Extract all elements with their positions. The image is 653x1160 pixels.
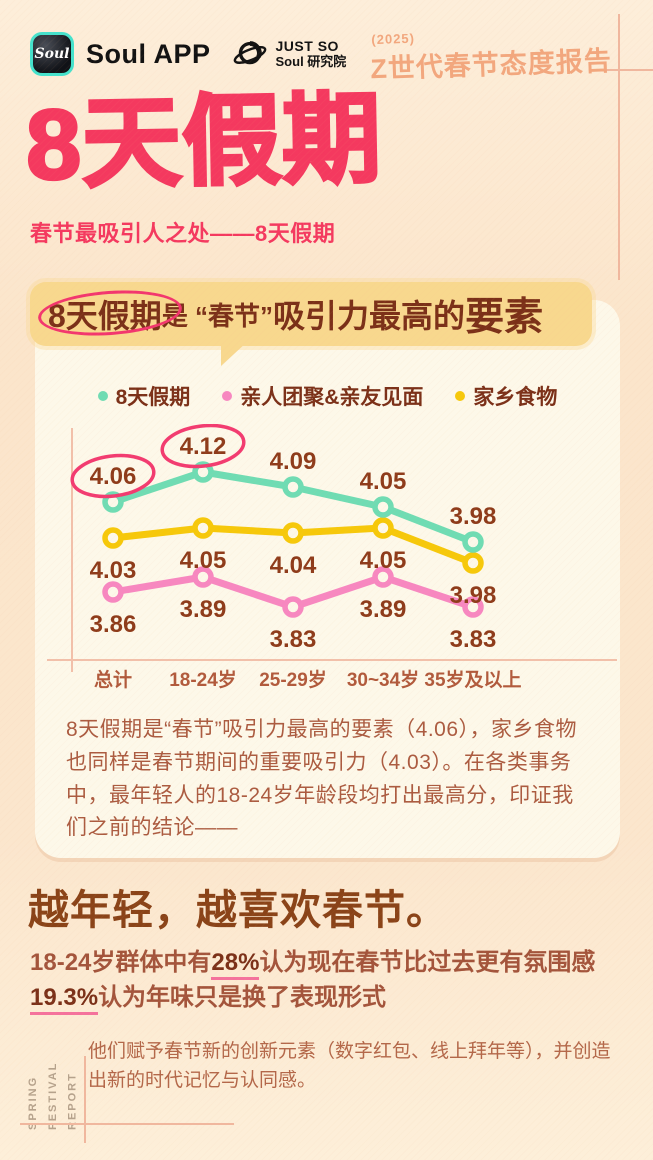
svg-text:3.83: 3.83 [270,626,317,653]
card-banner: 8天假期是 “春节” 吸引力最高的 要素 [30,282,592,366]
legend-label: 8天假期 [115,386,191,409]
legend-ring-icon [455,391,466,401]
svg-text:4.12: 4.12 [180,433,227,460]
svg-text:总计: 总计 [94,668,132,691]
banner-highlight: 8天假期 [48,298,162,334]
svg-text:18-24岁: 18-24岁 [169,668,237,691]
legend-item: 亲人团聚&亲友见面 [222,381,423,411]
lab-line1: JUST SO [275,38,339,55]
legend-item: 家乡食物 [455,381,557,411]
svg-text:3.98: 3.98 [450,503,497,530]
svg-text:4.03: 4.03 [90,557,137,584]
legend-ring-icon [222,391,233,401]
page-subtitle: 春节最吸引人之处——8天假期 [30,221,336,246]
side-vertical-label: SPRING FESTIVAL REPORT [24,1028,83,1130]
banner-text-tail: 要素 [465,296,544,339]
svg-text:25-29岁: 25-29岁 [259,668,327,691]
svg-text:4.04: 4.04 [270,552,317,579]
chart-card [35,300,620,858]
chart-legend: 8天假期 亲人团聚&亲友见面 家乡食物 [35,381,620,411]
page-title: 8天假期 [24,81,385,201]
svg-text:4.06: 4.06 [90,463,137,490]
side-label-line2: REPORT [66,1072,79,1130]
banner-text-strong: 吸引力最高的 [273,298,466,334]
guide-line-horizontal [20,1123,234,1125]
svg-text:3.98: 3.98 [450,582,497,609]
stat-line1-prefix: 18-24岁群体中有 [30,949,212,976]
guide-line-vertical [84,1056,86,1143]
svg-text:3.83: 3.83 [450,626,497,653]
research-lab-logo: JUST SO Soul 研究院 [231,35,347,73]
svg-text:35岁及以上: 35岁及以上 [424,668,521,691]
legend-ring-icon [97,391,108,401]
justso-swirl-icon [233,41,266,65]
line-chart: 总计 18-24岁 25-29岁 30~34岁 35岁及以上 4.06 4.12 4.09 4.… [47,424,617,691]
stat-percentage: 19.3% [30,983,99,1015]
stat-line-2: 19.3%认为年味只是换了表现形式 [30,981,595,1016]
report-title: Z世代春节态度报告 [369,45,612,85]
svg-text:3.86: 3.86 [90,611,137,638]
svg-text:4.05: 4.05 [360,547,407,574]
lab-text: JUST SO Soul 研究院 [276,38,347,69]
banner-text-mid: 是 “春节” [161,300,274,331]
lab-line2: Soul 研究院 [275,53,347,69]
section-statistics: 18-24岁群体中有28%认为现在春节比过去更有氛围感 19.3%认为年味只是换… [30,946,595,1016]
legend-item: 8天假期 [97,381,191,411]
stat-percentage: 28% [211,949,260,980]
legend-label: 家乡食物 [473,386,558,409]
svg-text:3.89: 3.89 [360,596,407,623]
svg-text:30~34岁: 30~34岁 [347,668,419,691]
stat-line2-suffix: 认为年味只是换了表现形式 [98,983,387,1011]
report-tag: (2025) Z世代春节态度报告 [369,24,612,86]
side-label-line1: SPRING FESTIVAL [27,1061,59,1130]
svg-text:4.05: 4.05 [180,547,227,574]
section-heading: 越年轻，越喜欢春节。 [28,887,448,933]
chart-summary-paragraph: 8天假期是“春节”吸引力最高的要素（4.06），家乡食物也同样是春节期间的重要吸… [66,718,578,840]
svg-text:4.09: 4.09 [270,448,317,475]
guide-line-horizontal [604,69,653,71]
brand-name: Soul APP [86,38,211,69]
header: Soul Soul APP JUST SO Soul 研究院 [30,32,346,76]
stat-line1-suffix: 认为现在春节比过去更有氛围感 [259,949,596,976]
legend-label: 亲人团聚&亲友见面 [240,386,424,409]
soul-logo-text: Soul [34,46,70,62]
svg-text:4.05: 4.05 [360,468,407,495]
section-note: 他们赋予春节新的创新元素（数字红包、线上拜年等），并创造出新的时代记忆与认同感。 [88,1041,611,1091]
soul-app-logo-icon: Soul [30,32,74,76]
guide-line-vertical [618,14,620,280]
svg-text:3.89: 3.89 [180,596,227,623]
stat-line-1: 18-24岁群体中有28%认为现在春节比过去更有氛围感 [30,946,595,981]
